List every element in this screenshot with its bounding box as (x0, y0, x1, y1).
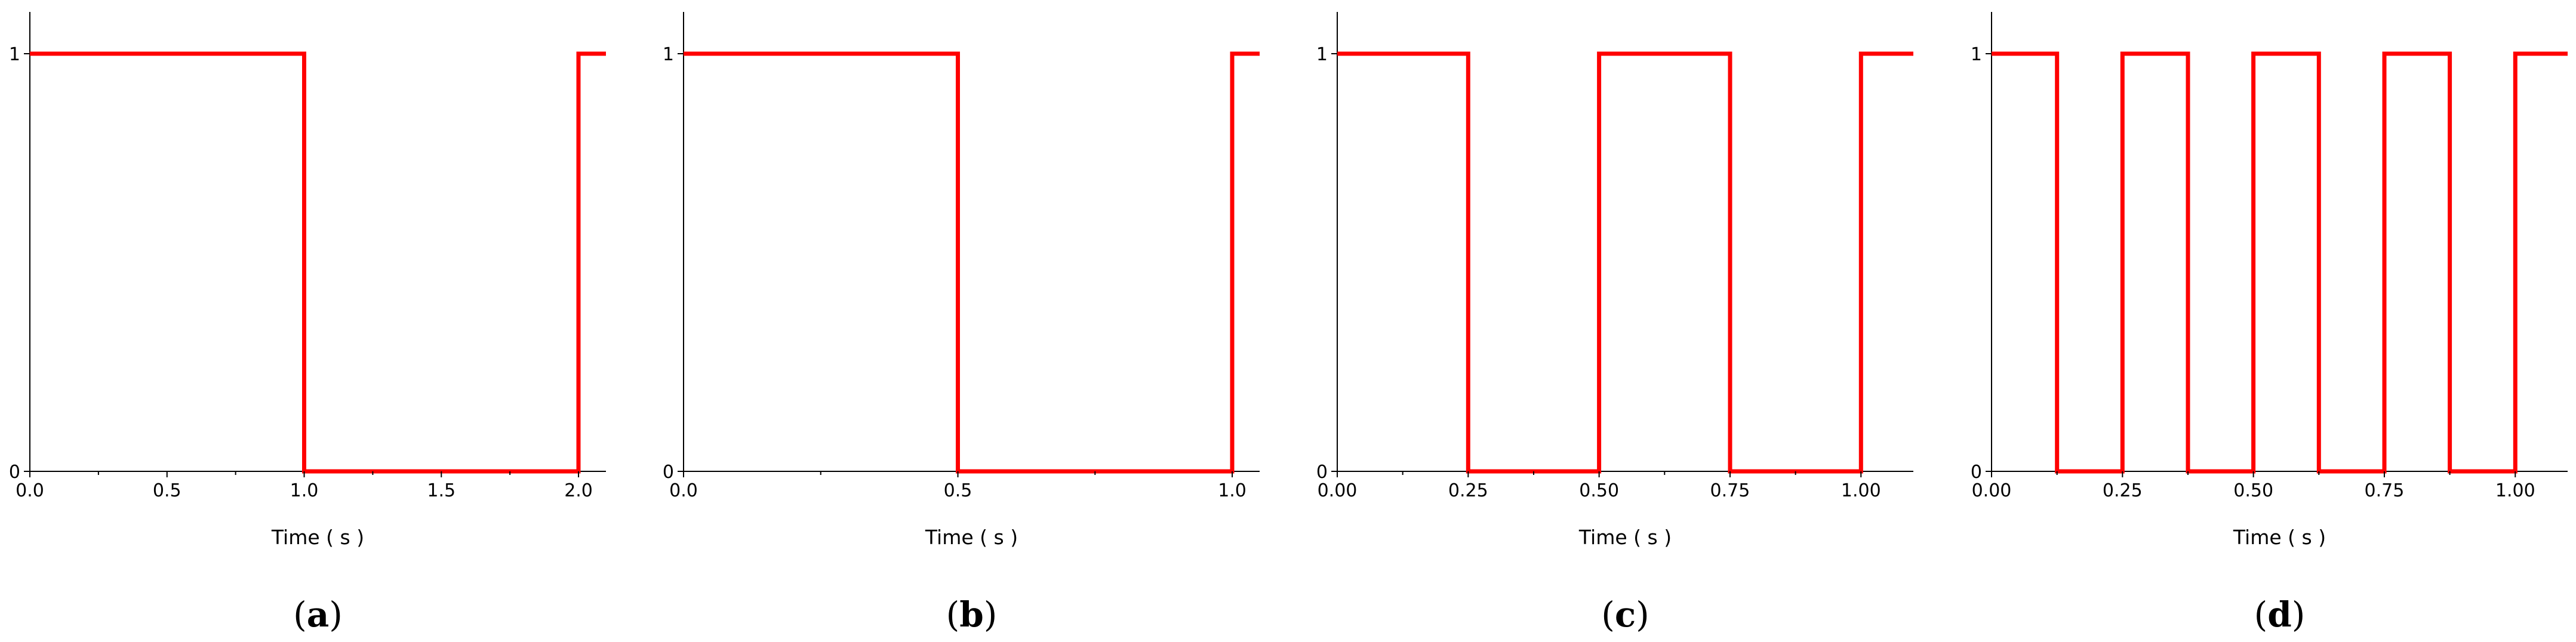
chart-panel-c: 0.00 0.25 0.50 0.75 1.00 0 1 Time ( s ) (c) (1316, 12, 1913, 635)
x-tick-label: 0.25 (1448, 480, 1488, 501)
chart-panel-a: 0.0 0.5 1.0 1.5 2.0 0 1 Time ( s ) (a) (9, 12, 606, 635)
y-tick-label: 0 (1971, 462, 1982, 483)
y-tick-label: 1 (1316, 44, 1328, 65)
x-tick-label: 0.5 (944, 480, 972, 501)
y-tick-label: 0 (9, 462, 20, 483)
y-tick-label: 1 (1971, 44, 1982, 65)
x-tick-label: 0.25 (2103, 480, 2143, 501)
x-tick-label: 0.75 (2365, 480, 2405, 501)
series-line-0 (684, 51, 1260, 474)
chart-panel-d: 0.00 0.25 0.50 0.75 1.00 0 1 Time ( s ) (d) (1971, 12, 2568, 635)
x-tick-label: 0.00 (1318, 480, 1358, 501)
x-tick-label: 1.00 (2495, 480, 2535, 501)
x-tick-label: 1.5 (427, 480, 456, 501)
x-axis-label: Time ( s ) (2233, 526, 2326, 549)
x-axis-label: Time ( s ) (271, 526, 364, 549)
panel-label: (d) (2254, 594, 2306, 635)
series-line-0 (1337, 51, 1913, 474)
panel-label: (c) (1601, 594, 1649, 635)
x-tick-label: 0.50 (1579, 480, 1619, 501)
y-tick-label: 0 (663, 462, 674, 483)
x-tick-label: 0.50 (2233, 480, 2273, 501)
x-tick-label: 0.0 (669, 480, 698, 501)
series-line-0 (30, 51, 606, 474)
chart-panel-b: 0.0 0.5 1.0 0 1 Time ( s ) (b) (663, 12, 1260, 635)
y-tick-label: 0 (1316, 462, 1328, 483)
x-tick-label: 0.75 (1710, 480, 1750, 501)
x-tick-label: 0.0 (16, 480, 44, 501)
y-tick-label: 1 (9, 44, 20, 65)
x-tick-label: 0.5 (153, 480, 181, 501)
x-tick-label: 1.0 (1218, 480, 1247, 501)
y-tick-label: 1 (663, 44, 674, 65)
x-tick-label: 1.0 (290, 480, 319, 501)
x-tick-label: 1.00 (1841, 480, 1881, 501)
series-line-0 (1992, 51, 2568, 474)
x-tick-label: 2.0 (564, 480, 593, 501)
x-axis-label: Time ( s ) (925, 526, 1018, 549)
x-axis-label: Time ( s ) (1578, 526, 1672, 549)
panel-label: (a) (293, 594, 343, 635)
x-tick-label: 0.00 (1972, 480, 2012, 501)
panel-label: (b) (946, 594, 998, 635)
